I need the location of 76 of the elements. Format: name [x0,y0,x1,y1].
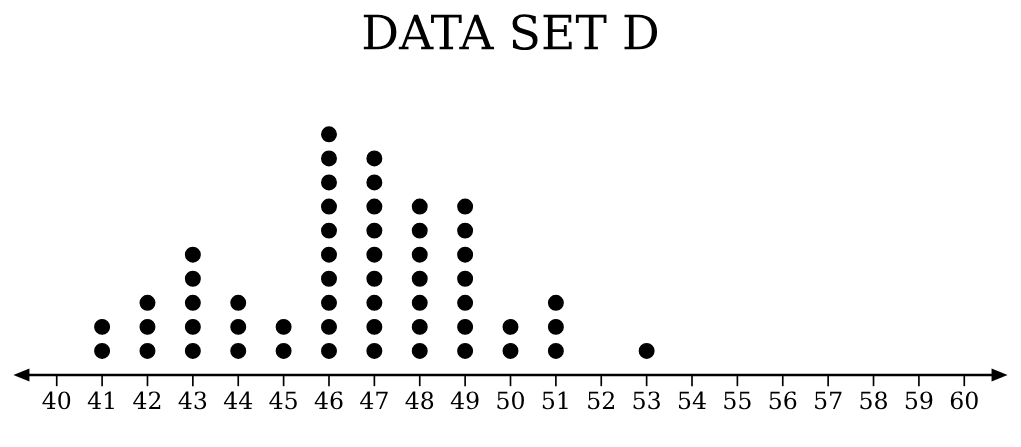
point [457,270,474,287]
point [457,318,474,335]
point [321,222,337,239]
x-tick-label: 54 [679,391,706,410]
point [94,342,111,359]
x-tick-label: 52 [588,391,614,410]
x-tick-label: 44 [223,391,253,409]
x-tick-label: 41 [87,391,114,409]
point [184,294,201,311]
point [321,198,337,215]
point [411,342,428,359]
chart-title: DATA SET D [363,14,658,50]
point [321,150,337,167]
point [638,342,655,359]
point [321,318,337,335]
x-tick-label: 60 [950,391,978,410]
point [411,246,428,263]
point [321,270,337,287]
x-tick-label: 40 [42,391,71,410]
point [184,318,201,335]
point [411,318,428,335]
x-tick-label: 55 [724,391,751,410]
point [411,294,428,311]
point [547,342,564,359]
point [139,342,156,359]
point [502,342,519,359]
point [275,318,292,335]
point [366,342,383,359]
point [184,342,201,359]
point [321,126,337,143]
point [547,294,564,311]
point [230,342,247,359]
point [366,270,383,287]
point [139,318,156,335]
point [366,318,383,335]
point [321,174,337,191]
x-tick-label: 59 [905,391,933,410]
x-tick-label: 42 [133,391,161,409]
x-tick-label: 53 [633,391,660,410]
point [366,174,383,191]
point [366,150,383,167]
point [275,342,292,359]
point [457,294,474,311]
point [502,318,519,335]
point [366,222,383,239]
x-tick-label: 43 [178,391,207,410]
point [366,198,383,215]
point [139,294,156,311]
point [230,294,247,311]
x-tick-label: 51 [542,391,568,410]
point [457,198,474,215]
point [547,318,564,335]
x-tick-label: 45 [269,391,297,410]
point [457,246,474,263]
point [366,294,383,311]
point [321,342,337,359]
x-tick-label: 58 [860,391,887,410]
point [457,342,474,359]
point [184,270,201,287]
point [230,318,247,335]
x-tick-label: 49 [450,391,479,410]
x-tick-label: 50 [497,391,524,410]
x-tick-label: 46 [314,391,343,410]
x-tick-label: 56 [769,391,797,410]
point [94,318,111,335]
x-tick-label: 57 [815,391,842,410]
point [411,222,428,239]
point [411,270,428,287]
point [457,222,474,239]
point [411,198,428,215]
point [184,246,201,263]
point [321,246,337,263]
point [321,294,337,311]
x-tick-label: 48 [405,391,434,410]
x-tick-label: 47 [360,391,388,409]
point [366,246,383,263]
